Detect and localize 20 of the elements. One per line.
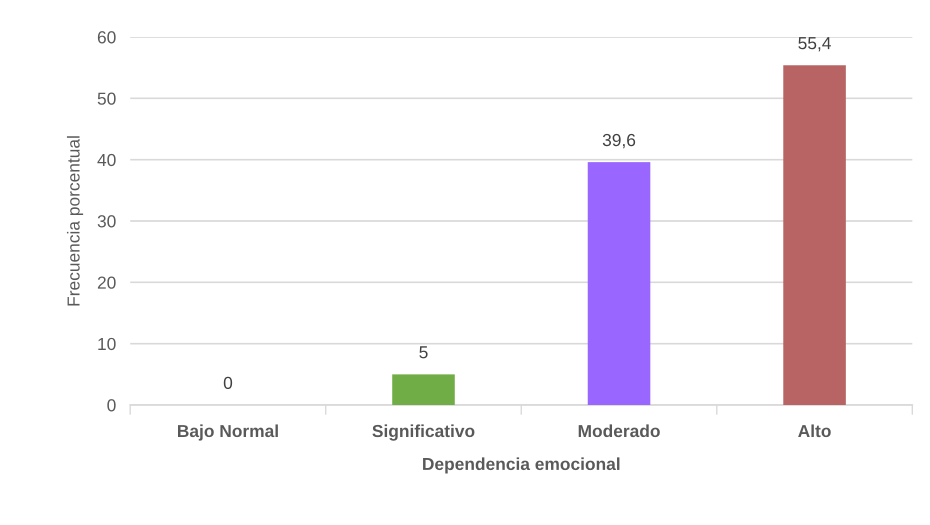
data-label: 55,4: [798, 37, 831, 52]
x-tick-label: Bajo Normal: [178, 424, 278, 441]
y-tick-label: 20: [98, 276, 116, 289]
data-label: 0: [224, 376, 232, 390]
y-tick-label: 0: [107, 399, 116, 412]
x-tick-label: Significativo: [372, 424, 474, 441]
y-tick-label: 40: [97, 154, 116, 166]
y-tick-label: 50: [98, 92, 116, 105]
data-label: 5: [419, 346, 428, 358]
bar: [783, 65, 846, 405]
bar: [392, 374, 455, 405]
x-tick-label: Alto: [798, 424, 831, 438]
x-axis-title: Dependencia emocional: [423, 457, 620, 474]
y-tick-label: 30: [98, 215, 116, 228]
y-tick-label: 60: [98, 31, 116, 44]
bar: [588, 162, 650, 405]
y-axis-title: Frecuencia porcentual: [66, 136, 84, 306]
data-label: 39,6: [602, 134, 636, 148]
x-tick-label: Moderado: [578, 424, 660, 438]
y-tick-label: 10: [98, 338, 116, 350]
